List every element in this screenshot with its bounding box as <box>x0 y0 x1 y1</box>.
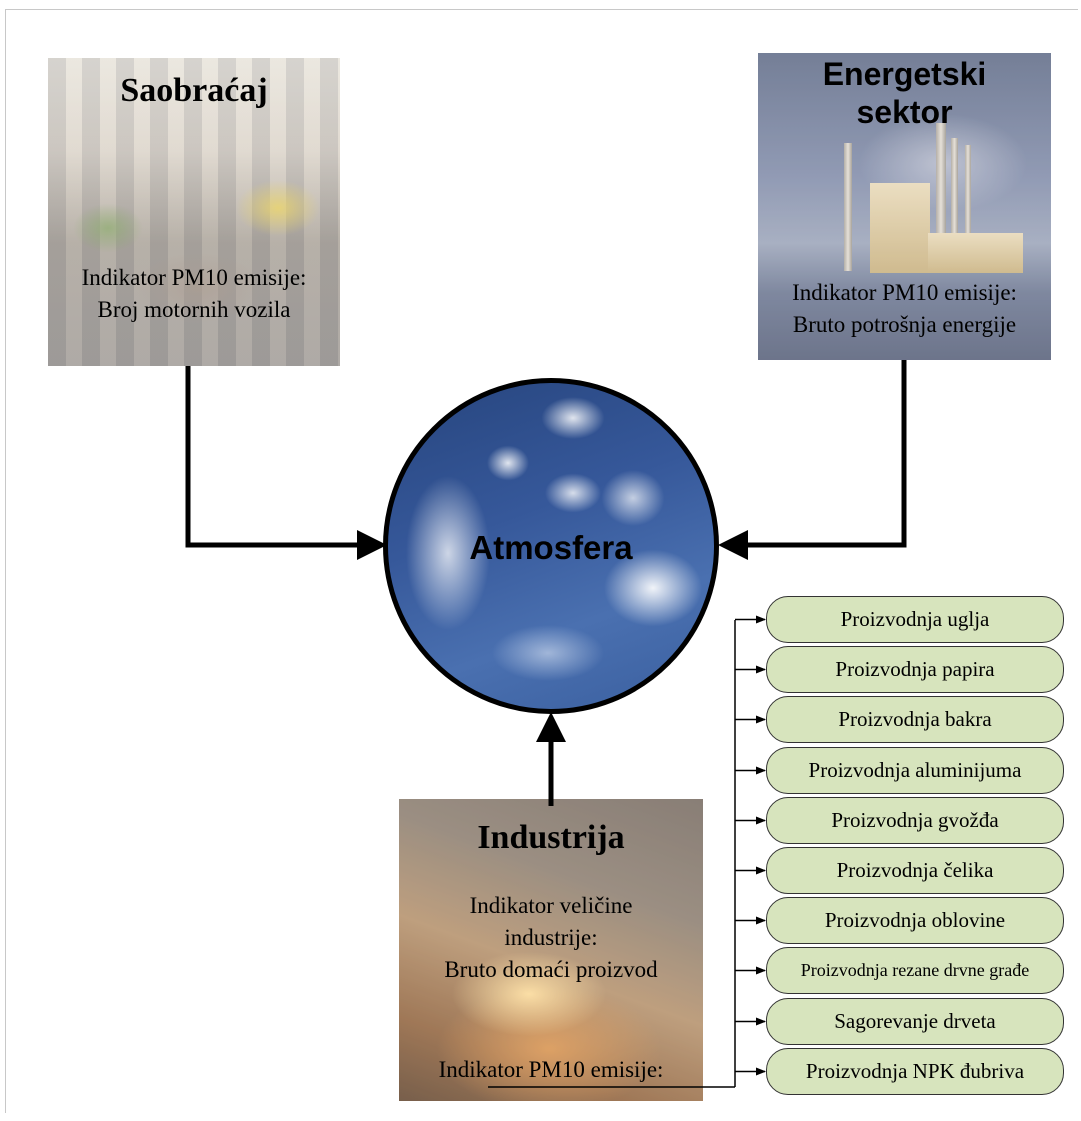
process-item: Proizvodnja papira <box>766 646 1064 693</box>
arrow-saobracaj-to-atmosfera <box>185 366 387 560</box>
diagram-frame <box>5 9 1078 1113</box>
saobracaj-panel: Saobraćaj Indikator PM10 emisije: Broj m… <box>48 58 340 366</box>
energetski-title: Energetski sektor <box>758 55 1051 131</box>
energetski-title-line1: Energetski <box>822 56 987 92</box>
industrija-size-indicator-line1: Indikator veličine <box>469 893 633 918</box>
energetski-photo <box>758 53 1051 360</box>
industrija-size-indicator-value: Bruto domaći proizvod <box>444 957 658 982</box>
saobracaj-photo <box>48 58 340 366</box>
chimney-right <box>965 145 971 273</box>
chimney-middle-2 <box>951 138 958 273</box>
energetski-panel: Energetski sektor Indikator PM10 emisije… <box>758 53 1051 360</box>
process-item: Sagorevanje drveta <box>766 998 1064 1045</box>
saobracaj-indicator-value: Broj motornih vozila <box>97 297 291 322</box>
saobracaj-indicator-label: Indikator PM10 emisije: <box>81 265 307 290</box>
chimney-middle <box>936 123 946 273</box>
process-arrows <box>735 615 766 1076</box>
process-item: Proizvodnja čelika <box>766 847 1064 894</box>
atmosfera-circle: Atmosfera <box>383 378 719 714</box>
atmosfera-label: Atmosfera <box>469 529 633 566</box>
arrow-energetski-to-atmosfera <box>718 360 907 560</box>
process-item: Proizvodnja rezane drvne građe <box>766 947 1064 994</box>
process-item: Proizvodnja aluminijuma <box>766 747 1064 794</box>
energetski-indicator-label: Indikator PM10 emisije: <box>792 280 1017 305</box>
process-item: Proizvodnja uglja <box>766 596 1064 643</box>
process-item: Proizvodnja gvožđa <box>766 797 1064 844</box>
process-item: Proizvodnja NPK đubriva <box>766 1048 1064 1095</box>
power-plant-building <box>870 183 930 273</box>
industrija-pm10-label: Indikator PM10 emisije: <box>438 1057 664 1082</box>
industrija-panel: Industrija Indikator veličine industrije… <box>399 799 703 1101</box>
saobracaj-title: Saobraćaj <box>120 72 268 109</box>
energetski-indicator-value: Bruto potrošnja energije <box>792 312 1017 337</box>
power-plant-annex <box>928 233 1023 273</box>
industrija-photo <box>399 799 703 1101</box>
industrija-size-indicator-line2: industrije: <box>504 925 598 950</box>
process-item: Proizvodnja bakra <box>766 696 1064 743</box>
chimney-left <box>844 143 852 271</box>
energetski-title-line2: sektor <box>856 94 953 130</box>
process-item: Proizvodnja oblovine <box>766 897 1064 944</box>
industrija-title: Industrija <box>477 819 625 856</box>
